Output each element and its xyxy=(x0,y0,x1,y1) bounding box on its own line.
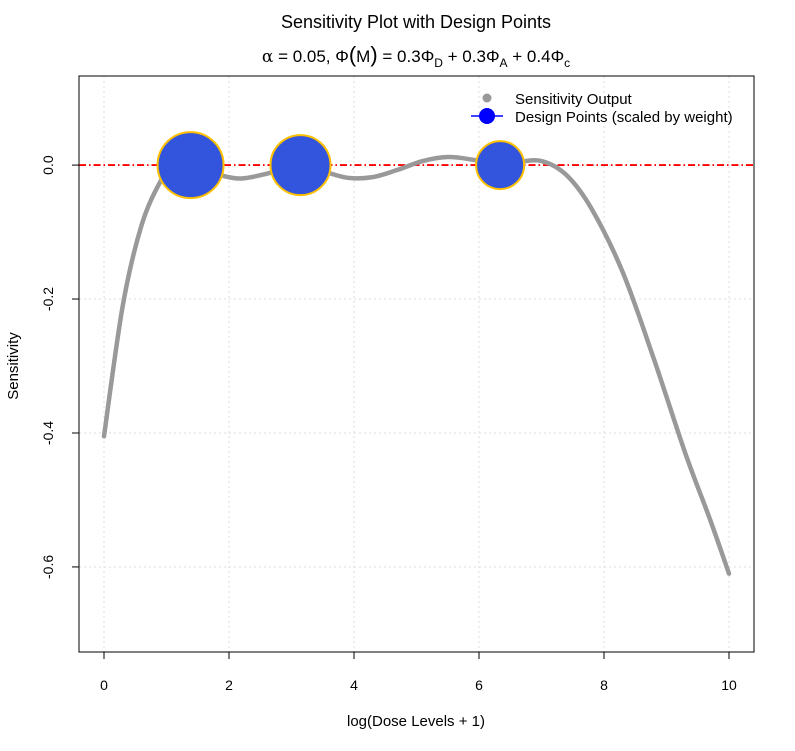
plot-frame xyxy=(78,75,755,653)
phi-symbol: Φ xyxy=(335,47,349,66)
x-axis-label: log(Dose Levels + 1) xyxy=(347,713,485,730)
legend-label-sensitivity: Sensitivity Output xyxy=(515,91,633,108)
y-axis-ticks: 0.0 -0.2 -0.4 -0.6 xyxy=(40,155,79,579)
y-tick-label-1: -0.2 xyxy=(40,287,56,311)
x-tick-label-1: 2 xyxy=(225,677,233,693)
legend-label-design: Design Points (scaled by weight) xyxy=(515,109,733,126)
paren-close: ) xyxy=(370,42,377,67)
phi-d: Φ xyxy=(421,47,435,66)
legend-marker-design xyxy=(479,108,495,124)
sub-d: D xyxy=(434,56,443,70)
phi-a: Φ xyxy=(486,47,500,66)
sub-c: c xyxy=(564,56,570,70)
phi-c: Φ xyxy=(551,47,565,66)
design-point-1 xyxy=(269,134,332,197)
design-point-0 xyxy=(156,131,225,200)
x-tick-label-0: 0 xyxy=(100,677,108,693)
x-tick-label-2: 4 xyxy=(350,677,358,693)
m-symbol: M xyxy=(356,47,370,66)
paren-open: ( xyxy=(349,42,357,67)
legend: Sensitivity Output Design Points (scaled… xyxy=(471,91,733,126)
eq-text: = 0.3 xyxy=(378,47,421,66)
x-tick-label-5: 10 xyxy=(721,677,737,693)
sensitivity-curve xyxy=(101,154,732,576)
y-tick-label-2: -0.4 xyxy=(40,421,56,445)
sub-a: A xyxy=(500,56,508,70)
chart-subtitle: α = 0.05, Φ(M) = 0.3ΦD + 0.3ΦA + 0.4Φc xyxy=(262,42,570,70)
y-tick-label-3: -0.6 xyxy=(40,555,56,579)
chart-title: Sensitivity Plot with Design Points xyxy=(281,12,551,32)
y-tick-label-0: 0.0 xyxy=(40,155,56,175)
alpha-symbol: α xyxy=(262,47,274,67)
plus-one: + 0.3 xyxy=(443,47,486,66)
x-tick-label-4: 8 xyxy=(600,677,608,693)
x-tick-label-3: 6 xyxy=(475,677,483,693)
plus-two: + 0.4 xyxy=(508,47,551,66)
x-axis-ticks: 0 2 4 6 8 10 xyxy=(100,652,737,693)
design-point-2 xyxy=(475,140,526,191)
legend-marker-sensitivity xyxy=(482,93,492,103)
alpha-value: = 0.05, xyxy=(273,47,335,66)
y-axis-label: Sensitivity xyxy=(5,332,22,400)
design-points xyxy=(156,131,526,200)
